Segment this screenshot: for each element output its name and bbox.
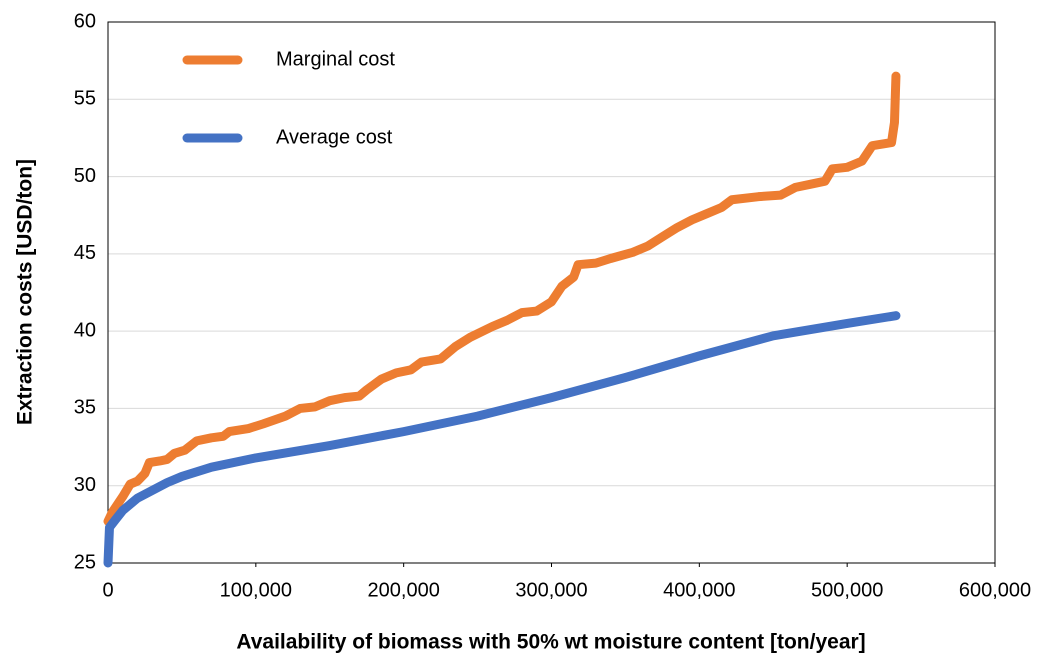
y-tick-label: 30: [74, 474, 96, 496]
x-tick-label: 0: [102, 579, 113, 601]
x-tick-label: 300,000: [515, 579, 587, 601]
y-tick-label: 50: [74, 165, 96, 187]
x-tick-label: 600,000: [959, 579, 1031, 601]
x-tick-label: 100,000: [220, 579, 292, 601]
series-line: [103, 71, 901, 526]
y-tick-label: 55: [74, 88, 96, 110]
plot-frame: [107, 21, 996, 564]
y-tick-label: 40: [74, 319, 96, 341]
legend-label: Marginal cost: [276, 48, 395, 70]
x-tick-label: 200,000: [368, 579, 440, 601]
series-line: [103, 311, 901, 568]
x-tick-label: 500,000: [811, 579, 883, 601]
y-tick-label: 25: [74, 551, 96, 573]
y-tick-label: 45: [74, 242, 96, 264]
y-tick-label: 35: [74, 397, 96, 419]
x-tick-label: 400,000: [663, 579, 735, 601]
legend-label: Average cost: [276, 126, 393, 148]
x-axis-title: Availability of biomass with 50% wt mois…: [236, 631, 865, 654]
y-tick-label: 60: [74, 10, 96, 32]
y-axis-title: Extraction costs [USD/ton]: [14, 159, 37, 425]
